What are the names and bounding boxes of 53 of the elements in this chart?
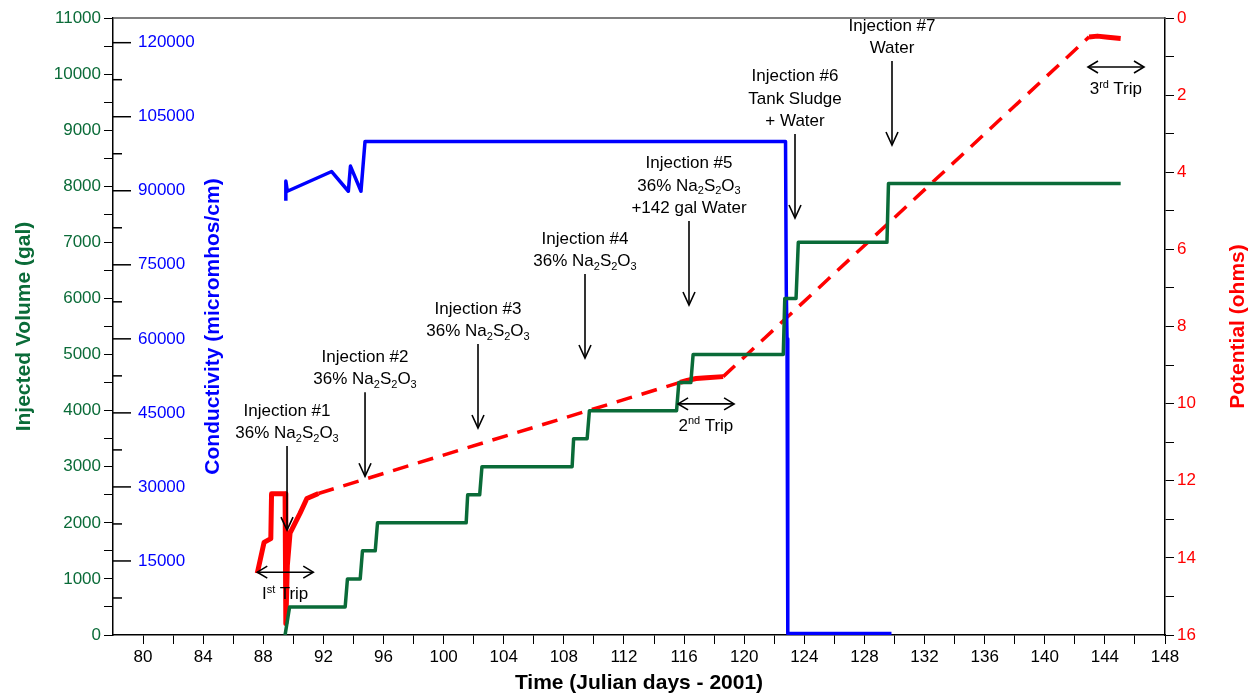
y2-axis-title: Conductivity (micromhos/cm)	[199, 178, 223, 475]
y-tick-label: 8000	[63, 175, 101, 195]
x-tick-label: 104	[489, 646, 518, 666]
y-tick-label: 2000	[63, 512, 101, 532]
x-tick-label: 128	[850, 646, 879, 666]
y-tick-label: 7000	[63, 232, 101, 252]
x-tick-label: 80	[133, 646, 153, 666]
x-tick-label: 108	[549, 646, 579, 666]
y-tick-label: 11000	[54, 7, 101, 27]
y3-axis-title: Potential (ohms)	[1224, 244, 1248, 409]
y-tick-label: 5000	[63, 344, 101, 364]
x-tick-label: 148	[1150, 646, 1180, 666]
x-tick-label: 92	[313, 646, 333, 666]
y3-tick-label: 0	[1177, 7, 1187, 27]
x-tick-label: 100	[429, 646, 458, 666]
x-tick-label: 84	[193, 646, 213, 666]
y2-tick-label: 90000	[138, 180, 186, 200]
y-tick-label: 4000	[63, 400, 101, 420]
x-tick-label: 132	[910, 646, 939, 666]
x-tick-label: 140	[1030, 646, 1059, 666]
x-tick-label: 144	[1090, 646, 1120, 666]
y-axis-title: Injected Volume (gal)	[10, 221, 34, 432]
x-tick-label: 116	[670, 646, 698, 666]
x-tick-label: 88	[253, 646, 273, 666]
y3-tick-label: 6	[1177, 239, 1187, 259]
x-tick-label: 112	[610, 646, 638, 666]
x-tick-label: 124	[790, 646, 819, 666]
y2-tick-label: 120000	[138, 32, 195, 52]
annotation: Injection #7 Water	[848, 15, 936, 57]
y2-tick-label: 30000	[138, 476, 186, 496]
y3-tick-label: 4	[1177, 161, 1187, 181]
y3-tick-label: 16	[1177, 624, 1196, 644]
annotation: Injection #6 Tank Sludge + Water	[748, 66, 842, 130]
y-tick-label: 1000	[63, 568, 101, 588]
y2-tick-label: 75000	[138, 254, 186, 274]
y-tick-label: 9000	[63, 119, 101, 139]
x-tick-label: 96	[374, 646, 393, 666]
x-tick-label: 120	[730, 646, 759, 666]
y-tick-label: 0	[91, 624, 101, 644]
y2-tick-label: 105000	[138, 106, 195, 126]
y3-tick-label: 12	[1177, 470, 1196, 490]
x-axis-title: Time (Julian days - 2001)	[514, 670, 764, 694]
y3-tick-label: 8	[1177, 316, 1187, 336]
y2-tick-label: 15000	[138, 550, 186, 570]
x-tick-label: 136	[970, 646, 999, 666]
y3-tick-label: 10	[1177, 393, 1196, 413]
y2-tick-label: 45000	[138, 402, 186, 422]
y-tick-label: 3000	[63, 456, 101, 476]
y-tick-label: 10000	[53, 63, 101, 83]
y-tick-label: 6000	[63, 288, 101, 308]
y2-tick-label: 60000	[138, 328, 186, 348]
y3-tick-label: 2	[1177, 84, 1187, 104]
y3-tick-label: 14	[1177, 547, 1196, 567]
